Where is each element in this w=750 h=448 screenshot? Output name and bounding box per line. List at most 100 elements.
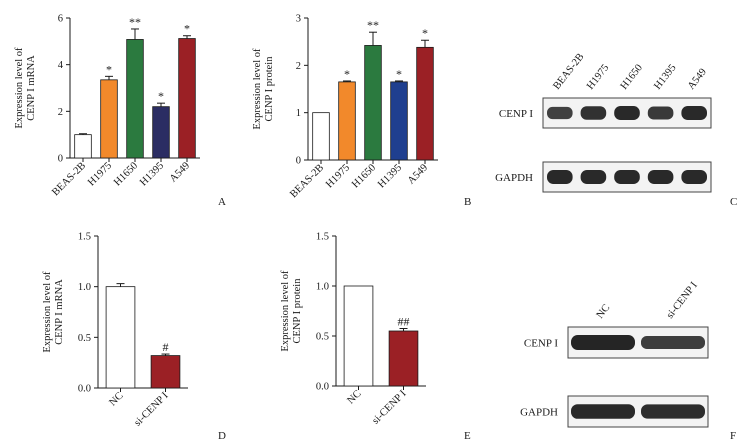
- significance-label: **: [129, 15, 141, 29]
- panel-d: 0.0 0.5 1.0 1.5 Expression level of CENP I mR…: [0, 220, 240, 448]
- panel-letter-c: C: [730, 196, 738, 208]
- significance-label: #: [163, 340, 169, 354]
- blot-f: NC si-CENP I CENP I GAPDH: [520, 280, 709, 428]
- lane-label: H1975: [585, 63, 611, 92]
- panel-b: 0 1 2 3 Expression level of CENP I protein BEA…: [240, 0, 485, 215]
- x-tick-label: A549: [406, 162, 430, 186]
- lane-label: BEAS-2B: [551, 52, 586, 92]
- bar: [105, 286, 136, 389]
- blot-band: [547, 169, 573, 185]
- y-axis-label: Expression level of: [280, 270, 291, 352]
- x-tick-label: H1395: [138, 160, 166, 188]
- bar: [150, 355, 181, 389]
- blot-band: [580, 106, 607, 120]
- y-tick-label: 0: [58, 154, 63, 165]
- y-tick-label: 0.5: [316, 332, 329, 343]
- bar: [74, 134, 92, 159]
- lane-label: NC: [595, 303, 613, 321]
- y-tick-label: 4: [58, 60, 64, 71]
- x-tick-label: BEAS-2B: [288, 162, 326, 200]
- lane-label: H1395: [652, 63, 678, 92]
- x-tick-label: H1975: [86, 160, 114, 188]
- x-tick-label: A549: [168, 160, 192, 184]
- y-axis-label: CENP I mRNA: [54, 279, 65, 345]
- panel-c: BEAS-2B H1975 H1650 H1395 A549 CENP I GAPDH C: [485, 0, 750, 215]
- bar: [416, 46, 434, 161]
- y-tick-label: 1.5: [316, 232, 329, 243]
- blot-band: [647, 106, 674, 120]
- blot-band: [580, 169, 607, 185]
- significance-label: *: [344, 67, 350, 81]
- blot-band: [641, 335, 705, 350]
- y-axis-label: Expression level of: [252, 48, 263, 130]
- significance-label: *: [106, 62, 112, 76]
- x-tick-label: si-CENP I: [132, 390, 171, 429]
- bar: [178, 38, 196, 159]
- significance-label: ##: [398, 315, 410, 329]
- panel-a: 0 2 4 6 Expression level of CENP I mRNA BEAS-2…: [0, 0, 240, 215]
- y-tick-label: 3: [296, 14, 301, 25]
- panel-letter-e: E: [464, 430, 471, 442]
- blot-band: [571, 335, 635, 350]
- blot-band: [681, 105, 707, 121]
- bar: [388, 330, 419, 387]
- x-tick-label: H1650: [112, 160, 140, 188]
- lane-label: si-CENP I: [665, 280, 700, 321]
- bar: [338, 81, 356, 161]
- bar: [312, 112, 330, 161]
- blot-band: [647, 169, 674, 185]
- y-axis-label: Expression level of: [14, 47, 25, 129]
- blot-band: [641, 404, 705, 419]
- lane-label: H1650: [619, 63, 645, 92]
- blot-row-label: CENP I: [524, 338, 558, 350]
- panel-e: 0.0 0.5 1.0 1.5 Expression level of CENP I pr…: [240, 220, 485, 448]
- y-axis-label: CENP I mRNA: [26, 55, 37, 121]
- x-tick-label: BEAS-2B: [50, 160, 88, 198]
- x-tick-label: H1975: [324, 162, 352, 190]
- bar: [152, 106, 170, 159]
- panel-f: NC si-CENP I CENP I GAPDH F: [485, 220, 750, 448]
- y-tick-label: 1.0: [316, 282, 329, 293]
- bar: [100, 79, 118, 159]
- x-tick-label: NC: [346, 388, 364, 406]
- x-tick-label: H1650: [350, 162, 378, 190]
- panel-letter-b: B: [464, 196, 472, 208]
- lane-label: A549: [686, 67, 709, 92]
- significance-label: *: [184, 22, 190, 36]
- bar: [390, 81, 408, 161]
- chart-e: 0.0 0.5 1.0 1.5 Expression level of CENP I pr…: [280, 232, 426, 427]
- x-tick-label: si-CENP I: [370, 388, 409, 427]
- y-tick-label: 0.0: [78, 384, 91, 395]
- y-tick-label: 0.5: [78, 333, 91, 344]
- y-tick-label: 6: [58, 14, 63, 25]
- blot-band: [547, 106, 573, 120]
- panel-letter-f: F: [730, 430, 737, 442]
- x-tick-label: H1395: [376, 162, 404, 190]
- blot-row-label: CENP I: [499, 108, 533, 120]
- y-tick-label: 1.5: [78, 232, 91, 243]
- panel-letter-a: A: [218, 196, 226, 208]
- chart-d: 0.0 0.5 1.0 1.5 Expression level of CENP I mR…: [42, 232, 188, 429]
- significance-label: *: [396, 67, 402, 81]
- significance-label: *: [422, 26, 428, 40]
- y-tick-label: 2: [296, 61, 301, 72]
- y-tick-label: 1.0: [78, 282, 91, 293]
- bar: [343, 285, 374, 387]
- blot-band: [571, 404, 635, 419]
- blot-row-label: GAPDH: [520, 407, 558, 419]
- y-axis-label: CENP I protein: [292, 278, 303, 344]
- y-tick-label: 0: [296, 156, 301, 167]
- significance-label: **: [367, 18, 379, 32]
- chart-b: 0 1 2 3 Expression level of CENP I protein BEA…: [252, 14, 438, 200]
- x-tick-label: NC: [108, 390, 126, 408]
- blot-band: [614, 169, 640, 185]
- blot-band: [681, 169, 707, 185]
- panel-letter-d: D: [218, 430, 226, 442]
- chart-a: 0 2 4 6 Expression level of CENP I mRNA BEAS-2…: [14, 14, 200, 198]
- significance-label: *: [158, 89, 164, 103]
- bar: [364, 45, 382, 161]
- y-axis-label: Expression level of: [42, 271, 53, 353]
- bar: [126, 39, 144, 159]
- y-tick-label: 1: [296, 108, 301, 119]
